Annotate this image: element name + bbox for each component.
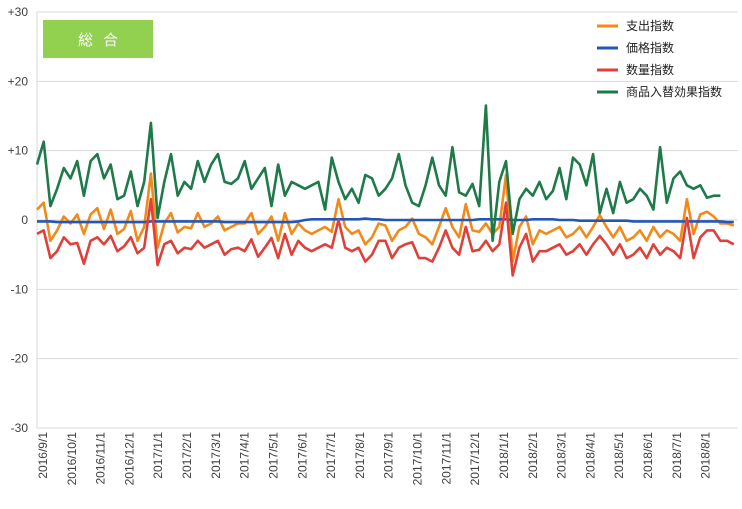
x-tick-label: 2017/2/1 <box>180 432 194 479</box>
x-tick-label: 2017/12/1 <box>468 432 482 486</box>
x-tick-label: 2017/5/1 <box>266 432 280 479</box>
x-tick-label: 2018/8/1 <box>699 432 713 479</box>
x-tick-label: 2017/9/1 <box>382 432 396 479</box>
chart-badge-background <box>43 20 153 58</box>
legend-label: 価格指数 <box>626 40 674 55</box>
x-tick-label: 2016/10/1 <box>65 432 79 486</box>
x-tick-label: 2017/4/1 <box>238 432 252 479</box>
x-tick-label: 2018/4/1 <box>583 432 597 479</box>
x-tick-label: 2017/10/1 <box>411 432 425 486</box>
x-tick-label: 2017/1/1 <box>151 432 165 479</box>
x-tick-label: 2017/6/1 <box>295 432 309 479</box>
x-tick-label: 2018/7/1 <box>670 432 684 479</box>
y-tick-label: +10 <box>8 144 29 158</box>
x-tick-label: 2018/6/1 <box>641 432 655 479</box>
y-tick-label: +30 <box>8 5 29 19</box>
x-tick-label: 2018/5/1 <box>612 432 626 479</box>
x-tick-label: 2016/11/1 <box>94 432 108 485</box>
x-tick-label: 2018/2/1 <box>526 432 540 479</box>
legend-label: 商品入替効果指数 <box>626 84 722 99</box>
x-axis: 2016/9/1 2016/10/1 2016/11/1 2016/12/1 2017/… <box>36 432 713 486</box>
x-tick-label: 2018/1/1 <box>497 432 511 479</box>
series-line-0 <box>36 172 735 263</box>
y-tick-label: +20 <box>8 74 29 88</box>
x-tick-label: 2017/7/1 <box>324 432 338 479</box>
x-tick-label: 2016/9/1 <box>36 432 50 479</box>
y-tick-label: -10 <box>11 282 29 296</box>
chart-badge: 総合 <box>43 20 153 58</box>
legend-label: 数量指数 <box>626 62 674 77</box>
y-tick-label: -30 <box>11 421 29 435</box>
y-tick-label: -20 <box>11 352 29 366</box>
series-line-3 <box>35 104 721 243</box>
x-tick-label: 2016/12/1 <box>122 432 136 486</box>
x-tick-label: 2017/8/1 <box>353 432 367 479</box>
x-tick-label: 2017/3/1 <box>209 432 223 479</box>
series-line-2 <box>36 197 735 277</box>
chart-badge-text: 総合 <box>78 31 128 49</box>
legend-label: 支出指数 <box>626 18 674 33</box>
series-lines <box>35 104 735 277</box>
y-axis: +30 +20 +10 0 -10 -20 -30 <box>8 5 29 435</box>
x-tick-label: 2018/3/1 <box>555 432 569 479</box>
x-tick-label: 2017/11/1 <box>439 432 453 485</box>
y-tick-label: 0 <box>21 213 28 227</box>
